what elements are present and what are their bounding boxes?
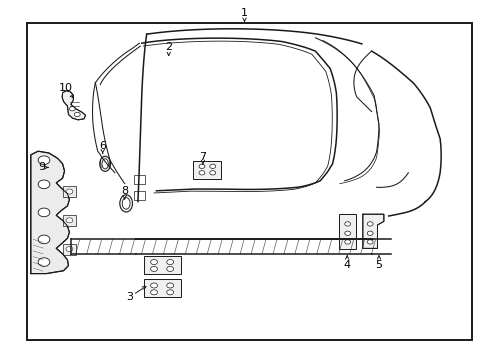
Circle shape xyxy=(344,240,350,244)
FancyBboxPatch shape xyxy=(192,161,220,179)
Circle shape xyxy=(344,222,350,226)
Text: 4: 4 xyxy=(343,256,350,270)
FancyBboxPatch shape xyxy=(143,279,181,297)
Circle shape xyxy=(366,231,372,235)
Polygon shape xyxy=(362,214,383,248)
Bar xyxy=(134,175,145,184)
Ellipse shape xyxy=(122,198,130,209)
Circle shape xyxy=(166,260,173,265)
Circle shape xyxy=(166,266,173,271)
Circle shape xyxy=(366,222,372,226)
Circle shape xyxy=(150,266,157,271)
Circle shape xyxy=(150,290,157,295)
Circle shape xyxy=(366,240,372,244)
Circle shape xyxy=(66,247,73,252)
Bar xyxy=(62,244,76,255)
Polygon shape xyxy=(62,91,85,120)
Circle shape xyxy=(166,283,173,288)
FancyBboxPatch shape xyxy=(339,214,355,249)
Text: 2: 2 xyxy=(165,42,172,55)
Circle shape xyxy=(38,180,50,189)
Text: 3: 3 xyxy=(126,287,145,302)
Circle shape xyxy=(166,290,173,295)
Ellipse shape xyxy=(102,159,108,169)
Text: 1: 1 xyxy=(241,8,247,21)
Circle shape xyxy=(38,258,50,266)
Ellipse shape xyxy=(120,195,132,212)
FancyBboxPatch shape xyxy=(143,256,181,274)
Text: 10: 10 xyxy=(59,83,73,98)
Circle shape xyxy=(38,235,50,244)
Bar xyxy=(134,191,145,200)
Circle shape xyxy=(38,208,50,217)
Bar xyxy=(27,23,471,340)
Circle shape xyxy=(199,164,204,168)
Circle shape xyxy=(38,156,50,165)
Text: 8: 8 xyxy=(121,186,128,199)
Circle shape xyxy=(199,171,204,175)
Ellipse shape xyxy=(100,156,110,171)
Circle shape xyxy=(344,231,350,235)
Text: 5: 5 xyxy=(375,256,382,270)
Text: 6: 6 xyxy=(99,141,106,154)
Circle shape xyxy=(66,189,73,194)
Polygon shape xyxy=(31,151,69,274)
Text: 7: 7 xyxy=(199,152,206,165)
Bar xyxy=(62,215,76,226)
Circle shape xyxy=(209,164,215,168)
Circle shape xyxy=(209,171,215,175)
Circle shape xyxy=(69,107,75,111)
Circle shape xyxy=(150,260,157,265)
Bar xyxy=(62,186,76,197)
Circle shape xyxy=(74,112,80,117)
Circle shape xyxy=(66,218,73,223)
Circle shape xyxy=(150,283,157,288)
Text: 9: 9 xyxy=(38,162,48,172)
